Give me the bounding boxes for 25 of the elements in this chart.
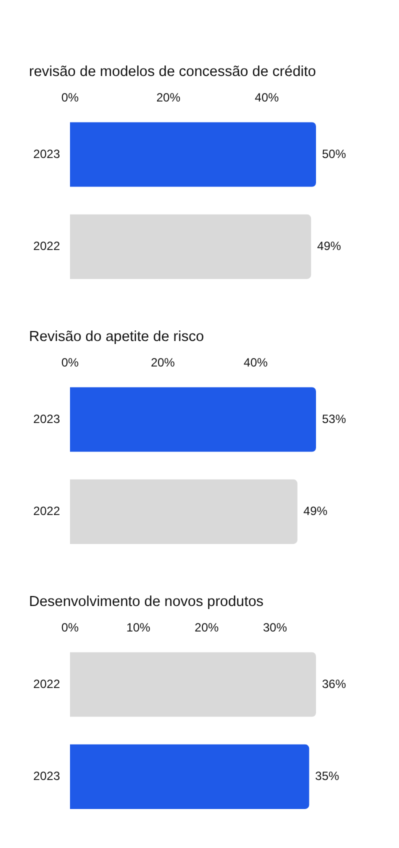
- x-tick-label: 0%: [61, 90, 79, 105]
- chart-title: revisão de modelos de concessão de crédito: [29, 64, 316, 80]
- x-tick-label: 40%: [244, 356, 268, 370]
- x-tick-label: 10%: [126, 620, 151, 635]
- data-label: 36%: [322, 676, 346, 691]
- chart-title: Desenvolvimento de novos produtos: [29, 594, 264, 610]
- x-tick-label: 20%: [150, 356, 176, 370]
- x-tick-label: 20%: [194, 620, 219, 635]
- data-label: 35%: [315, 769, 340, 784]
- y-tick-label: 2022: [33, 676, 60, 691]
- data-label: 50%: [322, 146, 346, 161]
- x-tick-label: 0%: [61, 356, 79, 370]
- data-label: 49%: [303, 504, 328, 518]
- data-label: 49%: [317, 239, 342, 254]
- x-tick-label: 20%: [156, 90, 181, 105]
- chart-title: Revisão do apetite de risco: [29, 329, 204, 345]
- y-tick-label: 2023: [33, 146, 60, 161]
- x-tick-label: 40%: [254, 90, 280, 105]
- y-tick-label: 2022: [33, 504, 60, 518]
- y-tick-label: 2023: [33, 769, 60, 784]
- x-tick-label: 0%: [61, 620, 79, 635]
- data-label: 53%: [322, 412, 346, 426]
- x-tick-label: 30%: [262, 620, 288, 635]
- y-tick-label: 2023: [33, 412, 60, 426]
- y-tick-label: 2022: [33, 239, 60, 254]
